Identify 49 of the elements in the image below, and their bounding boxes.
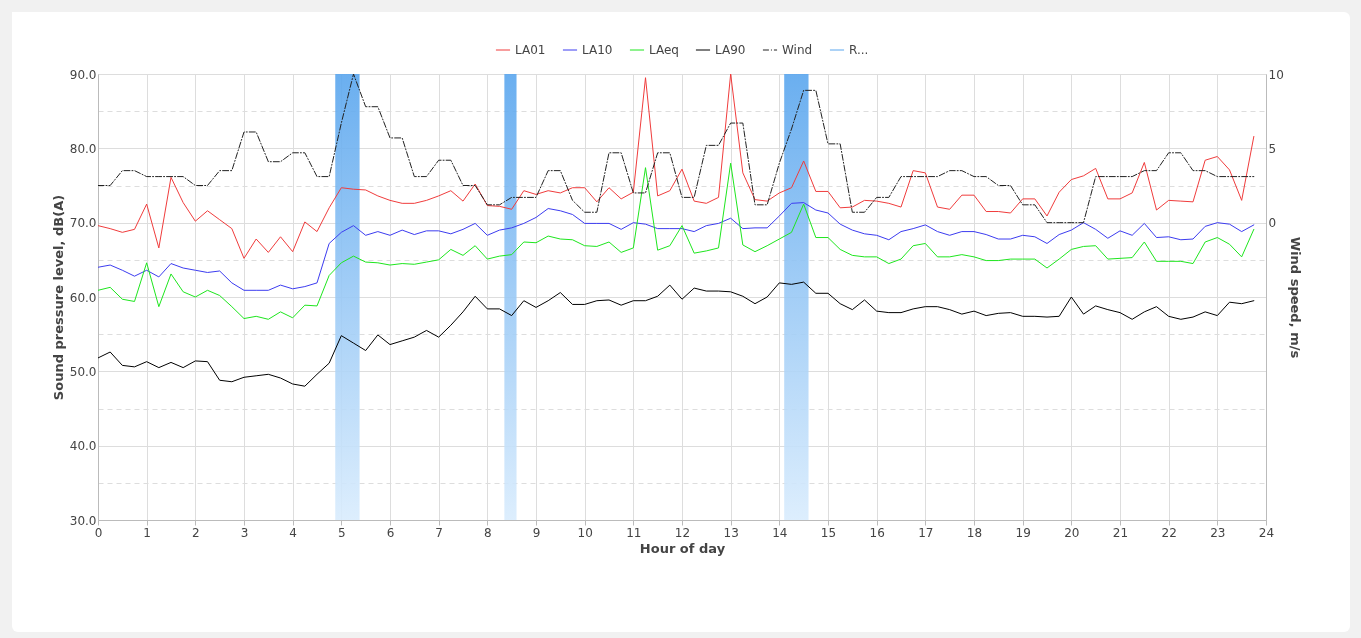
y-tick-label: 60.0 — [69, 290, 97, 305]
x-tick-label: 24 — [1258, 525, 1275, 540]
x-tick-label: 1 — [143, 525, 151, 540]
y-axis-title: Sound pressure level, dB(A) — [50, 194, 66, 401]
x-tick-label: 3 — [240, 525, 249, 540]
x-tick-label: 10 — [577, 525, 593, 540]
x-tick-label: 8 — [484, 525, 492, 540]
line-series — [98, 74, 1255, 224]
x-tick-label: 5 — [338, 525, 346, 540]
y-tick-label: 40.0 — [69, 439, 97, 454]
legend-label: LA90 — [715, 43, 746, 57]
y2-tick-label: 10 — [1268, 67, 1284, 82]
x-tick-label: 11 — [626, 525, 642, 540]
y2-axis-title: Wind speed, m/s — [1287, 236, 1303, 359]
x-tick-label: 18 — [966, 525, 983, 540]
x-tick-label: 4 — [289, 525, 297, 540]
y2-tick-label: 0 — [1268, 216, 1277, 231]
line-series — [98, 74, 1255, 259]
x-axis-title: Hour of day — [639, 540, 726, 556]
y-tick-label: 90.0 — [69, 67, 97, 82]
x-tick-label: 7 — [435, 525, 443, 540]
x-tick-label: 2 — [192, 525, 200, 540]
x-tick-label: 17 — [918, 525, 934, 540]
x-tick-label: 0 — [94, 525, 103, 540]
x-tick-label: 13 — [723, 525, 739, 540]
y-tick-label: 30.0 — [69, 513, 97, 528]
line-series — [98, 281, 1255, 387]
x-tick-label: 22 — [1161, 525, 1177, 540]
x-tick-label: 21 — [1112, 525, 1129, 540]
x-tick-label: 9 — [532, 525, 541, 540]
line-series — [98, 162, 1255, 320]
legend-label: LA10 — [582, 43, 613, 57]
x-tick-label: 23 — [1210, 525, 1226, 540]
legend-label: LA01 — [515, 43, 546, 57]
legend-label: R... — [849, 43, 869, 57]
y-tick-label: 50.0 — [69, 364, 97, 379]
legend-label: Wind — [782, 43, 813, 57]
y2-tick-label: 5 — [1268, 141, 1277, 156]
x-tick-label: 20 — [1064, 525, 1080, 540]
x-tick-label: 6 — [386, 525, 395, 540]
y-tick-label: 80.0 — [69, 141, 97, 156]
x-tick-label: 15 — [820, 525, 837, 540]
x-tick-label: 19 — [1015, 525, 1031, 540]
x-tick-label: 14 — [772, 525, 788, 540]
line-series — [98, 202, 1255, 291]
x-tick-label: 16 — [869, 525, 885, 540]
legend-label: LAeq — [649, 43, 679, 57]
x-tick-label: 12 — [674, 525, 691, 540]
y-tick-label: 70.0 — [69, 216, 97, 231]
